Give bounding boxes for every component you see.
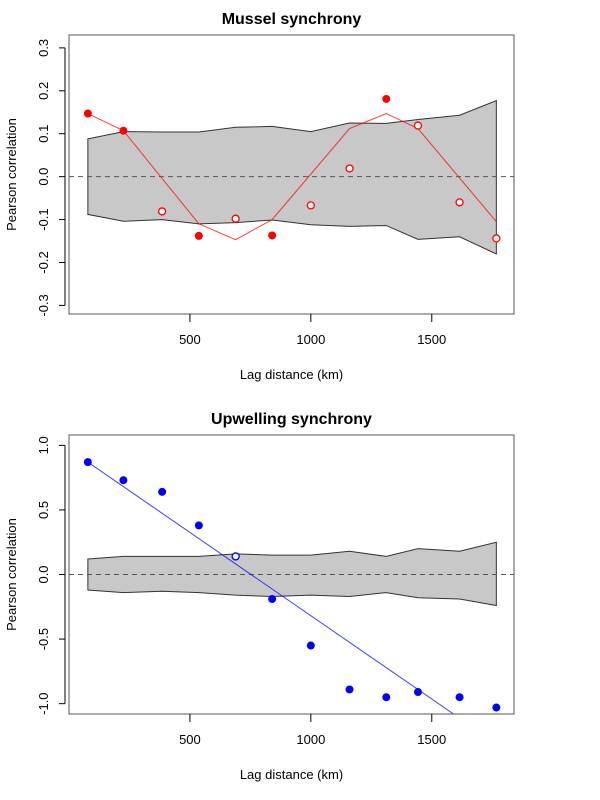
x-axis-label: Lag distance (km) <box>240 767 343 782</box>
x-tick-label: 500 <box>179 332 201 347</box>
data-point-significant <box>345 685 354 694</box>
y-tick-label: 0.5 <box>36 501 51 519</box>
data-point-significant <box>306 641 315 650</box>
x-tick-label: 1500 <box>417 732 446 747</box>
y-tick-label: 0.0 <box>36 168 51 186</box>
y-tick-label: 0.0 <box>36 565 51 583</box>
y-axis-label: Pearson correlation <box>4 518 19 631</box>
fit-line <box>87 113 497 241</box>
x-tick-label: 500 <box>179 732 201 747</box>
data-point-nonsignificant <box>231 214 240 223</box>
y-tick-label: -0.1 <box>36 208 51 230</box>
fit-line <box>87 461 454 714</box>
data-point-significant <box>382 94 391 103</box>
data-point-nonsignificant <box>157 207 167 216</box>
data-point-nonsignificant <box>492 234 501 243</box>
data-point-significant <box>194 521 203 530</box>
plot-frame <box>68 34 515 315</box>
chart-panel-2: Upwelling synchrony -1.0 -0.5 0.0 0.5 1.0 500 1… <box>4 411 515 782</box>
data-point-significant <box>119 126 128 135</box>
data-point-significant <box>158 487 167 496</box>
chart-title: Mussel synchrony <box>222 11 362 28</box>
y-tick-label: -1.0 <box>36 692 51 714</box>
chart-title: Upwelling synchrony <box>211 411 372 428</box>
data-point-significant <box>268 231 277 240</box>
data-point-significant <box>413 688 422 697</box>
data-point-nonsignificant <box>345 164 354 173</box>
data-point-significant <box>83 109 92 118</box>
data-point-nonsignificant <box>306 201 315 210</box>
data-point-significant <box>382 693 391 702</box>
y-tick-label: 1.0 <box>36 436 51 454</box>
x-axis-label: Lag distance (km) <box>240 367 343 382</box>
data-point-significant <box>268 595 277 604</box>
data-point-nonsignificant <box>455 198 464 207</box>
x-tick-label: 1000 <box>296 332 325 347</box>
x-tick-label: 1500 <box>417 332 446 347</box>
y-tick-label: 0.1 <box>36 125 51 143</box>
plot-frame <box>68 434 515 715</box>
y-axis-label: Pearson correlation <box>4 118 19 231</box>
x-tick-label: 1000 <box>296 732 325 747</box>
null-envelope-band <box>87 99 497 255</box>
chart-panel-1: Mussel synchrony -0.3 -0.2 -0.1 0.0 0.1 0.2 0.3… <box>4 11 515 382</box>
data-point-significant <box>194 231 203 240</box>
data-point-significant <box>492 703 501 712</box>
y-tick-label: -0.5 <box>36 628 51 650</box>
data-point-significant <box>119 476 128 485</box>
data-point-nonsignificant <box>413 121 423 130</box>
y-tick-label: 0.2 <box>36 82 51 100</box>
data-point-significant <box>455 693 464 702</box>
data-point-nonsignificant <box>231 552 240 561</box>
y-tick-label: -0.3 <box>36 294 51 316</box>
null-envelope-band <box>87 541 497 607</box>
y-tick-label: -0.2 <box>36 251 51 273</box>
data-point-significant <box>83 458 92 467</box>
y-tick-label: 0.3 <box>36 39 51 57</box>
